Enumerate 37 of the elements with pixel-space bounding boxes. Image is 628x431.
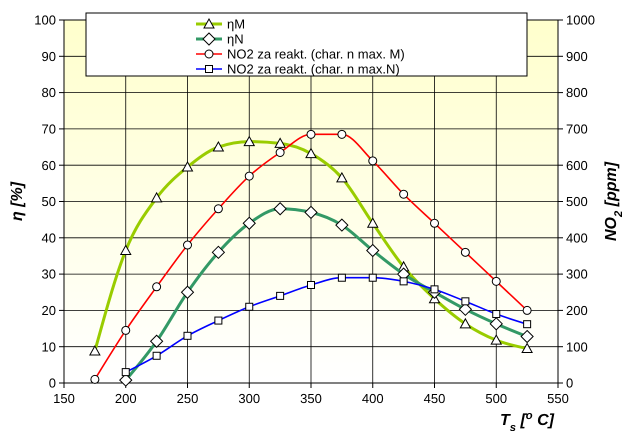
- y-tick-label: 80: [42, 85, 56, 100]
- x-tick-label: 550: [547, 391, 569, 406]
- y2-tick-label: 100: [566, 339, 588, 354]
- y-tick-label: 30: [42, 266, 56, 282]
- y-tick-label: 0: [48, 376, 56, 391]
- y2-tick-label: 300: [566, 266, 588, 282]
- x-tick-label: 150: [53, 391, 75, 406]
- x-axis-title: T$_{s}$ [$^{o}$ C]: [500, 410, 555, 431]
- y-tick-label: 40: [42, 230, 56, 246]
- y2-tick-label: 1000: [566, 12, 595, 28]
- y-tick-label: 60: [42, 158, 56, 173]
- x-tick-label: 200: [114, 391, 137, 406]
- y2-tick-label: 800: [566, 85, 588, 100]
- x-tick-label: 250: [176, 391, 198, 406]
- y-tick-label: 70: [42, 121, 56, 136]
- y2-tick-label: 700: [566, 121, 588, 136]
- y2-tick-label: 0: [566, 376, 574, 391]
- x-tick-label: 350: [300, 391, 322, 406]
- legend-label: NO2 za reakt. (char. n max. M): [227, 46, 405, 62]
- y-tick-label: 90: [42, 48, 56, 64]
- x-tick-label: 450: [424, 391, 446, 406]
- x-tick-label: 300: [238, 391, 260, 406]
- legend-label: ηN: [227, 32, 244, 47]
- y2-tick-label: 500: [566, 194, 588, 210]
- y2-tick-label: 900: [566, 48, 588, 64]
- y2-tick-label: 600: [566, 158, 588, 173]
- y-axis-title: η [%]: [9, 181, 26, 222]
- y-tick-label: 100: [34, 12, 56, 28]
- legend-label: NO2 za reakt. (char. n max.N): [227, 62, 400, 77]
- y-tick-label: 50: [42, 194, 56, 210]
- legend-label: ηM: [227, 16, 246, 32]
- x-tick-label: 400: [362, 391, 384, 406]
- x-tick-label: 500: [485, 391, 508, 406]
- y-tick-label: 20: [42, 302, 56, 318]
- y2-tick-label: 400: [566, 230, 588, 246]
- y2-tick-label: 200: [566, 302, 588, 318]
- y-tick-label: 10: [42, 339, 56, 354]
